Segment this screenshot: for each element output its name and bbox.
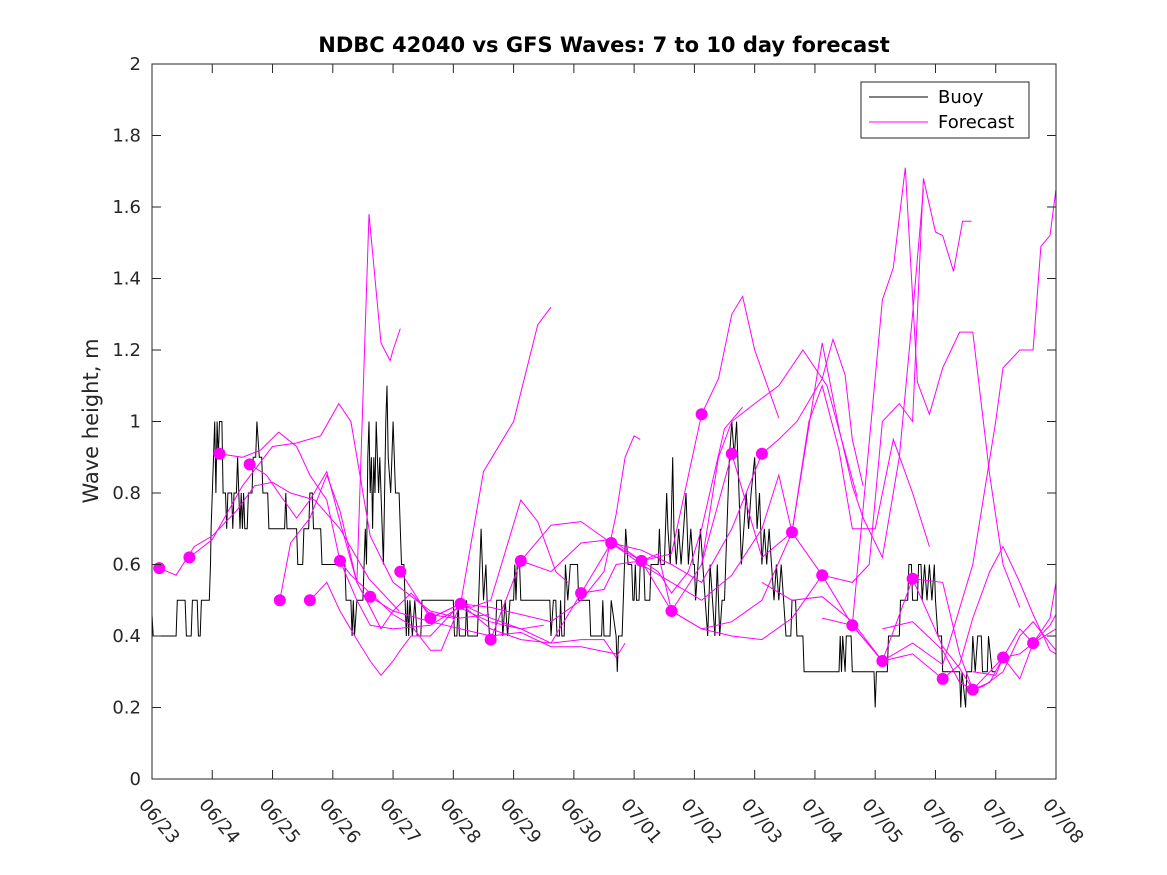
forecast-line-23 [972,582,1057,676]
buoy-series [151,385,996,708]
y-tick-label: 0 [130,769,141,790]
forecast-line-17 [701,167,1021,627]
forecast-marker-1 [183,551,196,564]
forecast-marker-22 [846,619,859,632]
legend-box [860,81,1030,139]
forecast-line-21 [851,160,1057,666]
buoy-line [151,385,996,708]
y-tick-label: 1.6 [112,197,141,218]
forecast-line-13 [580,337,864,594]
chart-title: NDBC 42040 vs GFS Waves: 7 to 10 day for… [318,33,889,57]
y-axis-ticks: 0 0.2 0.4 0.6 0.8 1 1.2 1.4 1.6 1.8 2 [112,54,1056,790]
y-tick-label: 0.6 [112,555,141,576]
forecast-marker-28 [1027,637,1040,650]
forecast-marker-14 [605,537,618,549]
plot-area [152,64,1056,779]
forecast-marker-25 [936,672,949,685]
forecast-marker-4 [273,594,286,607]
forecast-marker-23 [876,655,889,667]
y-tick-label: 1.2 [112,340,141,361]
forecast-line-5 [309,306,552,677]
forecast-marker-6 [334,554,346,567]
forecast-markers [153,408,1040,696]
y-tick-label: 1.8 [112,126,141,147]
y-tick-label: 1 [130,412,141,433]
forecast-line-3 [249,214,401,583]
forecast-marker-13 [575,587,588,600]
forecast-marker-9 [424,612,437,625]
forecast-marker-3 [243,458,256,471]
y-tick-label: 2 [130,54,141,75]
forecast-line-20 [882,593,1057,691]
forecast-marker-16 [665,605,678,617]
forecast-line-10 [460,406,743,644]
y-tick-label: 0.4 [112,626,141,647]
forecast-marker-20 [786,526,798,539]
forecast-marker-7 [364,590,377,603]
forecast-marker-26 [966,683,979,696]
forecast-line-16 [671,178,972,641]
forecast-marker-2 [213,447,226,460]
forecast-marker-5 [303,594,316,607]
forecast-marker-11 [484,633,497,646]
y-tick-label: 1.4 [112,269,141,290]
legend-label-buoy: Buoy [938,87,984,108]
forecast-line-2 [219,431,544,630]
forecast-series [159,160,1057,691]
forecast-line-11 [490,295,780,640]
forecast-marker-0 [153,562,166,575]
legend: Buoy Forecast [860,81,1030,139]
y-tick-label: 0.2 [112,698,141,719]
forecast-marker-24 [906,572,919,585]
forecast-line-15 [640,384,930,630]
forecast-line-1 [189,402,490,619]
forecast-line-18 [761,578,1057,691]
y-tick-label: 0.8 [112,483,141,504]
forecast-marker-21 [816,569,829,582]
forecast-marker-18 [725,447,738,460]
y-axis-label: Wave height, m [79,338,103,503]
forecast-marker-27 [997,651,1009,664]
forecast-marker-15 [635,554,648,567]
forecast-marker-12 [514,554,527,567]
forecast-marker-8 [394,565,407,578]
forecast-line-9 [430,435,641,623]
forecast-line-4 [279,473,454,630]
forecast-marker-10 [454,597,467,610]
forecast-line-22 [912,578,1057,691]
legend-label-forecast: Forecast [938,112,1014,133]
forecast-marker-19 [755,447,768,460]
forecast-marker-17 [695,408,708,421]
forecast-line-14 [610,189,924,601]
